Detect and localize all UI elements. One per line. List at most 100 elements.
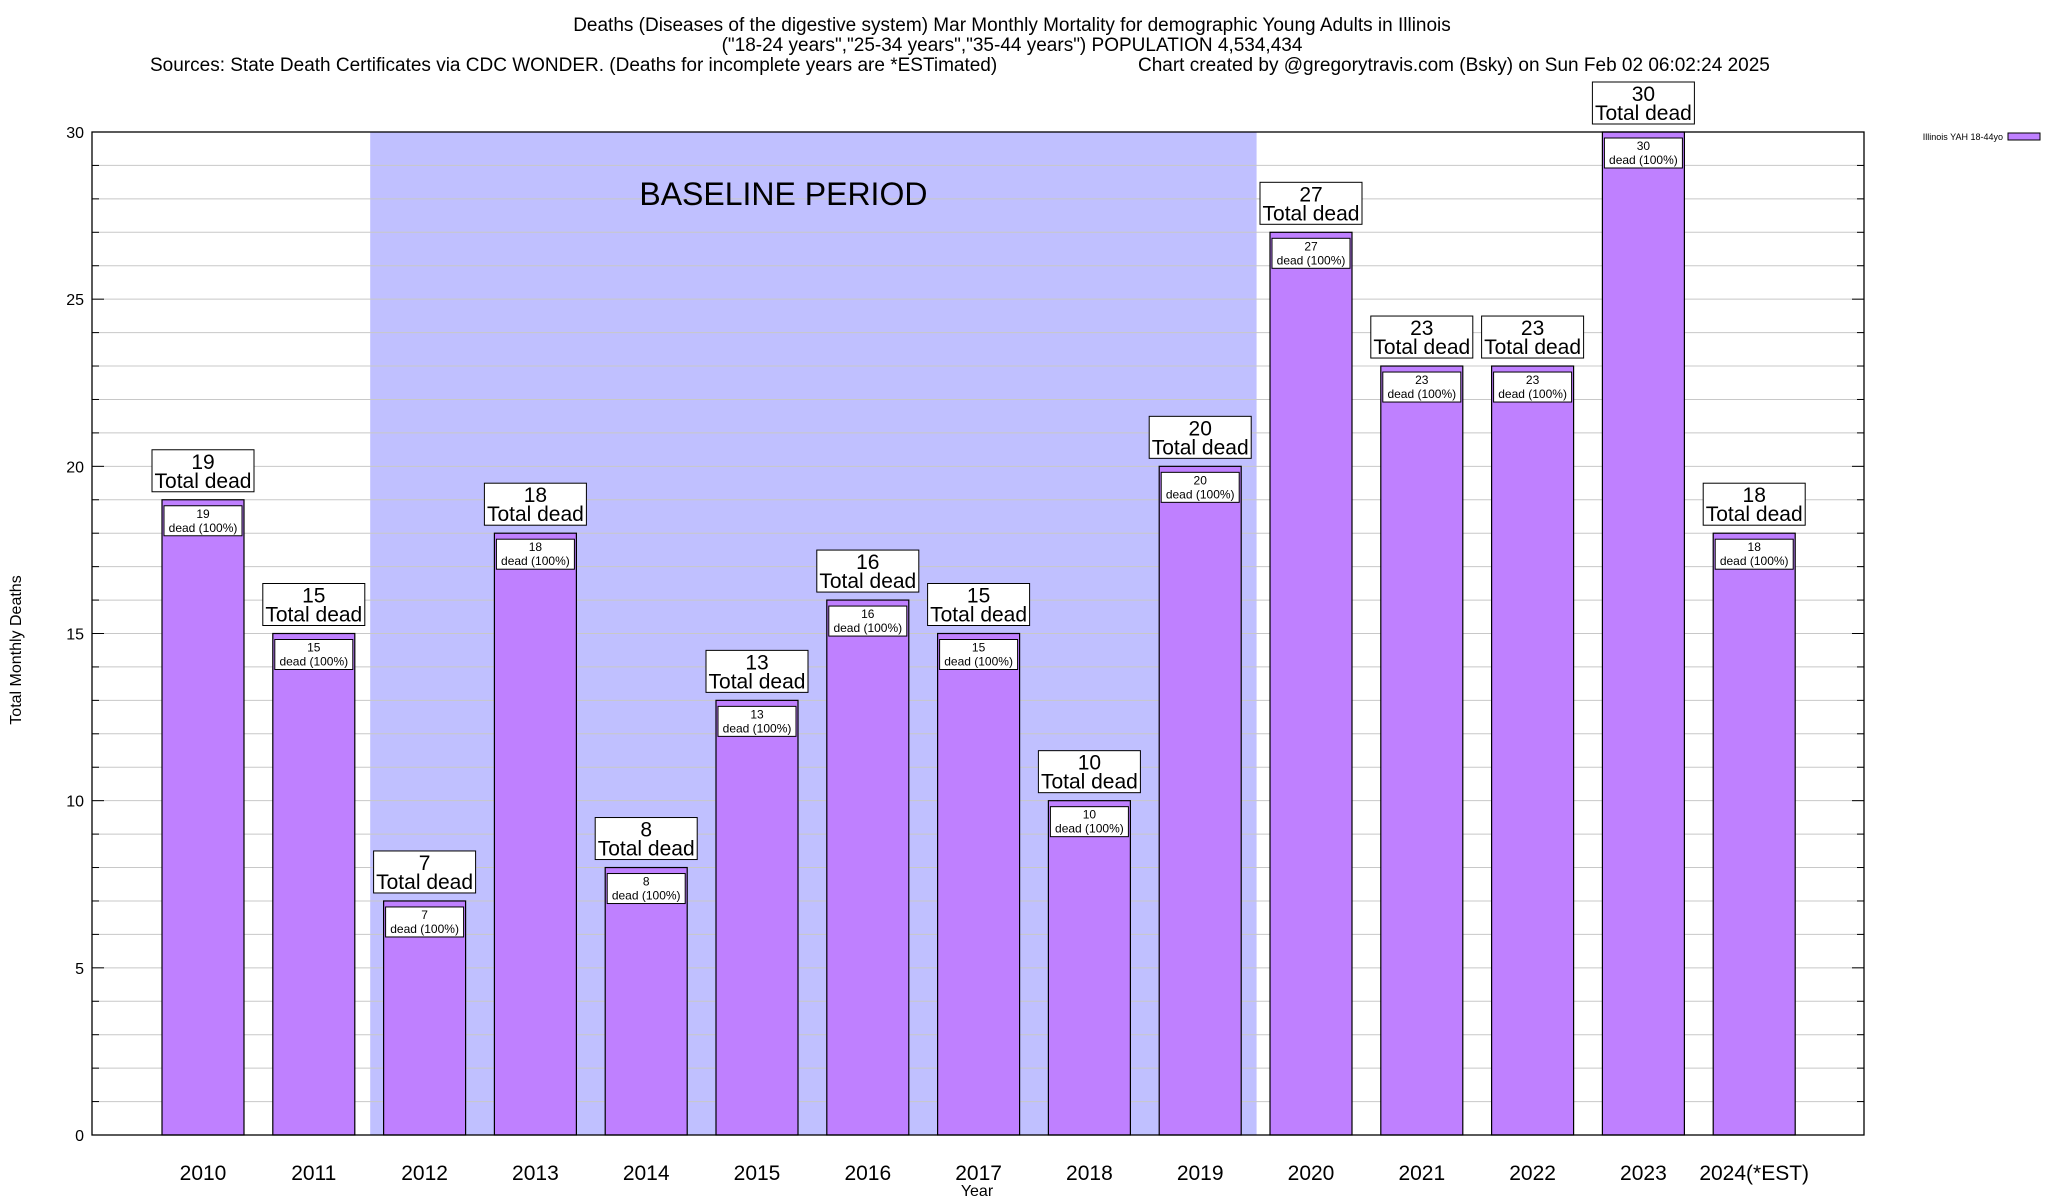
chart-title-line-1: Deaths (Diseases of the digestive system… [573, 15, 1451, 36]
inner-label-text: dead (100%) [1720, 554, 1789, 568]
inner-label-value: 15 [972, 641, 986, 655]
inner-label-box [1714, 538, 1794, 570]
total-label-box [594, 817, 698, 861]
bar [1158, 465, 1242, 1136]
total-label-box [151, 449, 255, 493]
total-label-box [373, 850, 477, 894]
inner-label-value: 10 [1083, 808, 1097, 822]
total-label-text: Total dead [265, 604, 362, 627]
total-label-box [1259, 181, 1363, 225]
bar [1712, 532, 1796, 1136]
total-label-value: 8 [640, 819, 652, 842]
bars-group [161, 131, 1796, 1136]
inner-label-box [828, 605, 908, 637]
bar [826, 599, 910, 1136]
x-tick-label: 2021 [1398, 1162, 1445, 1185]
inner-label-value: 8 [643, 875, 650, 889]
bar [383, 900, 467, 1136]
x-tick-label: 2015 [734, 1162, 781, 1185]
bar [715, 699, 799, 1136]
inner-label-text: dead (100%) [1609, 153, 1678, 167]
total-label-value: 27 [1299, 183, 1322, 206]
inner-label-box [274, 639, 354, 670]
total-label-value: 18 [1743, 484, 1766, 507]
total-label-text: Total dead [1152, 436, 1249, 459]
total-label-text: Total dead [487, 503, 584, 526]
total-label-box [1591, 81, 1695, 125]
x-tick-label: 2022 [1509, 1162, 1556, 1185]
legend-swatch [2007, 132, 2041, 141]
y-tick-label: 0 [75, 1128, 84, 1145]
bar [936, 632, 1021, 1136]
inner-label-value: 18 [1748, 540, 1762, 554]
y-tick-label: 5 [75, 961, 84, 978]
total-label-text: Total dead [598, 838, 695, 861]
inner-label-text: dead (100%) [1055, 822, 1124, 836]
inner-label-box [1603, 137, 1683, 169]
total-label-box [262, 583, 366, 626]
total-label-box [1148, 415, 1252, 459]
y-axis-title: Total Monthly Deaths [8, 575, 25, 724]
x-tick-label: 2016 [844, 1162, 891, 1185]
x-tick-label: 2014 [623, 1162, 670, 1185]
inner-label-text: dead (100%) [833, 621, 902, 635]
legend-label: Illinois YAH 18-44yo [1923, 132, 2003, 142]
inner-label-value: 7 [421, 908, 428, 922]
inner-label-text: dead (100%) [390, 922, 459, 936]
total-label-box [705, 649, 809, 693]
x-tick-label: 2011 [291, 1162, 336, 1185]
bar [1601, 131, 1686, 1136]
x-tick-label: 2020 [1288, 1162, 1335, 1185]
x-tick-label: 2019 [1177, 1162, 1224, 1185]
inner-label-text: dead (100%) [723, 721, 792, 735]
chart-sources: Sources: State Death Certificates via CD… [150, 55, 997, 76]
inner-label-value: 23 [1415, 373, 1429, 387]
inner-label-box [1493, 371, 1573, 403]
inner-label-text: dead (100%) [612, 889, 681, 903]
bar [604, 866, 688, 1136]
x-tick-label: 2018 [1066, 1162, 1113, 1185]
inner-label-box [939, 639, 1019, 670]
total-label-box [1370, 315, 1474, 359]
total-label-value: 18 [524, 484, 547, 507]
inner-label-box [1049, 806, 1129, 838]
total-label-value: 13 [745, 651, 768, 674]
inner-label-box [1271, 237, 1351, 269]
total-label-value: 16 [856, 551, 879, 574]
inner-label-box [163, 505, 243, 537]
total-label-text: Total dead [376, 871, 473, 894]
x-tick-label: 2013 [512, 1162, 559, 1185]
inner-label-value: 13 [750, 707, 764, 721]
total-label-box [927, 583, 1031, 626]
inner-label-value: 16 [861, 607, 875, 621]
total-label-box [816, 549, 920, 593]
total-label-box [483, 482, 587, 526]
chart-title-line-2: ("18-24 years","25-34 years","35-44 year… [722, 35, 1303, 56]
total-label-text: Total dead [1595, 102, 1692, 125]
inner-label-value: 20 [1194, 473, 1208, 487]
inner-label-value: 15 [307, 641, 321, 655]
bar [1380, 365, 1464, 1136]
bar [272, 632, 356, 1136]
total-label-value: 20 [1189, 417, 1212, 440]
total-label-value: 23 [1521, 317, 1544, 340]
total-label-value: 19 [191, 451, 214, 474]
total-label-text: Total dead [709, 670, 806, 693]
total-label-text: Total dead [930, 604, 1027, 627]
inner-label-text: dead (100%) [1387, 387, 1456, 401]
total-label-text: Total dead [819, 570, 916, 593]
x-tick-label: 2023 [1620, 1162, 1667, 1185]
total-label-box [1481, 315, 1585, 359]
inner-label-value: 27 [1304, 239, 1318, 253]
inner-label-text: dead (100%) [501, 554, 570, 568]
inner-label-text: dead (100%) [169, 521, 238, 535]
total-label-text: Total dead [1263, 202, 1360, 225]
inner-label-text: dead (100%) [944, 655, 1013, 669]
total-label-text: Total dead [1373, 336, 1470, 359]
baseline-period-label: BASELINE PERIOD [639, 176, 927, 212]
total-label-text: Total dead [1041, 771, 1138, 794]
total-label-value: 7 [419, 852, 431, 875]
total-label-value: 30 [1632, 83, 1655, 106]
